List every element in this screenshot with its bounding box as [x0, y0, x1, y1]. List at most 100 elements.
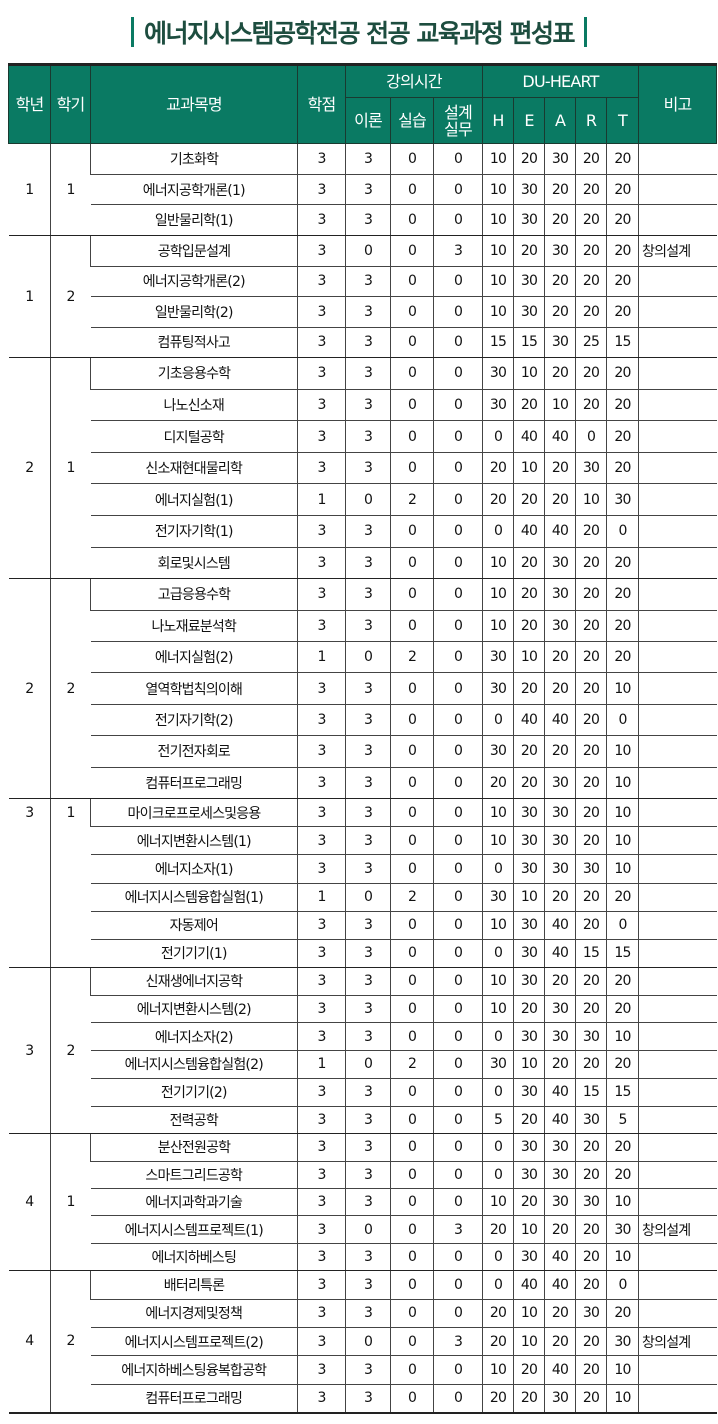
table-row: 1 2 공학입문설계 3 0 0 3 10 20 30 20 20 창의설계: [8, 235, 717, 359]
credits: 3: [297, 235, 346, 267]
course-name: 컴퓨터프로그래밍: [90, 767, 298, 799]
r-score: 20: [575, 174, 607, 206]
table-row: 4 2 배터리특론 3 3 0 0 0 40 40 20 0: [8, 1270, 717, 1414]
e-score: 30: [513, 826, 545, 856]
t-score: 10: [606, 767, 639, 799]
practice-hours: 2: [390, 641, 434, 674]
e-score: 30: [513, 1161, 545, 1189]
t-score: 10: [606, 735, 639, 768]
credits: 3: [297, 296, 346, 328]
practice-hours: 0: [390, 235, 434, 267]
t-score: 20: [606, 235, 639, 267]
e-score: 20: [513, 483, 545, 517]
theory-hours: 3: [345, 1133, 391, 1162]
practice-hours: 0: [390, 967, 434, 996]
note: [638, 1299, 717, 1328]
credits: 3: [297, 1270, 346, 1300]
r-score: 20: [575, 672, 607, 705]
table-row: 1 1 기초화학 3 3 0 0 10 20 30 20 20: [8, 143, 717, 237]
a-score: 20: [544, 483, 576, 517]
h-score: 10: [482, 547, 514, 580]
practice-hours: 0: [390, 1133, 434, 1162]
h-score: 0: [482, 1022, 514, 1052]
h-score: 10: [482, 235, 514, 267]
note: [638, 735, 717, 768]
note: [638, 1243, 717, 1272]
design-hours: 0: [432, 547, 483, 580]
t-score: 20: [606, 143, 639, 175]
note: [638, 826, 717, 856]
t-score: 20: [606, 641, 639, 674]
design-hours: 0: [432, 1188, 483, 1217]
h-score: 30: [482, 389, 514, 422]
header-theory: 이론: [345, 97, 391, 144]
course-name: 일반물리학(1): [90, 204, 298, 237]
e-score: 20: [513, 389, 545, 422]
e-score: 20: [513, 672, 545, 705]
table-row: 4 1 분산전원공학 3 3 0 0 0 30 30 20 20: [8, 1133, 717, 1272]
course-name: 전력공학: [90, 1106, 298, 1135]
course-name: 전기기기(1): [90, 939, 298, 969]
t-score: 10: [606, 672, 639, 705]
semester-cell: 1: [50, 143, 91, 237]
r-score: 20: [575, 1215, 607, 1244]
note: [638, 1355, 717, 1385]
design-hours: 0: [432, 483, 483, 517]
a-score: 20: [544, 296, 576, 328]
a-score: 20: [544, 735, 576, 768]
year-cell: 1: [8, 235, 51, 359]
credits: 3: [297, 854, 346, 884]
practice-hours: 0: [390, 1215, 434, 1244]
r-score: 30: [575, 452, 607, 485]
note: [638, 1022, 717, 1052]
e-score: 10: [513, 1327, 545, 1357]
table-row: 자동제어 3 3 0 0 10 30 40 20 0: [9, 911, 717, 940]
e-score: 20: [513, 1384, 545, 1414]
h-score: 10: [482, 610, 514, 643]
course-name: 컴퓨터프로그래밍: [90, 1384, 298, 1414]
r-score: 15: [575, 939, 607, 969]
practice-hours: 0: [390, 798, 434, 828]
design-hours: 0: [432, 1355, 483, 1385]
design-hours: 0: [432, 515, 483, 548]
t-score: 20: [606, 1133, 639, 1162]
a-score: 40: [544, 1270, 576, 1300]
course-name: 분산전원공학: [90, 1133, 298, 1162]
a-score: 40: [544, 420, 576, 453]
course-name: 일반물리학(2): [90, 296, 298, 328]
design-hours: 0: [432, 266, 483, 298]
r-score: 20: [575, 641, 607, 674]
design-hours: 0: [432, 1133, 483, 1162]
table-row: 에너지경제및정책 3 3 0 0 20 10 20 30 20: [9, 1299, 717, 1328]
h-score: 30: [482, 357, 514, 390]
semester-cell: 2: [50, 967, 91, 1135]
semester-cell: 2: [50, 235, 91, 359]
table-row: 에너지변환시스템(1) 3 3 0 0 10 30 30 20 10: [9, 826, 717, 856]
course-name: 에너지하베스팅융복합공학: [90, 1355, 298, 1385]
theory-hours: 3: [345, 515, 391, 548]
theory-hours: 3: [345, 327, 391, 359]
course-name: 전기자기학(1): [90, 515, 298, 548]
e-score: 20: [513, 1106, 545, 1135]
theory-hours: 0: [345, 1215, 391, 1244]
note: [638, 143, 717, 175]
note: [638, 704, 717, 737]
credits: 3: [297, 1022, 346, 1052]
course-name: 에너지변환시스템(2): [90, 995, 298, 1024]
course-name: 고급응용수학: [90, 578, 298, 611]
table-row: 에너지시스템융합실험(1) 1 0 2 0 30 10 20 20 20: [9, 883, 717, 912]
h-score: 0: [482, 1078, 514, 1107]
theory-hours: 3: [345, 854, 391, 884]
note: 창의설계: [638, 235, 717, 267]
theory-hours: 3: [345, 420, 391, 453]
design-hours: 0: [432, 143, 483, 175]
h-score: 10: [482, 174, 514, 206]
design-hours: 0: [432, 735, 483, 768]
theory-hours: 3: [345, 1106, 391, 1135]
practice-hours: 0: [390, 143, 434, 175]
e-score: 15: [513, 327, 545, 359]
r-score: 20: [575, 1327, 607, 1357]
e-score: 30: [513, 1133, 545, 1162]
h-score: 10: [482, 967, 514, 996]
r-score: 20: [575, 1161, 607, 1189]
